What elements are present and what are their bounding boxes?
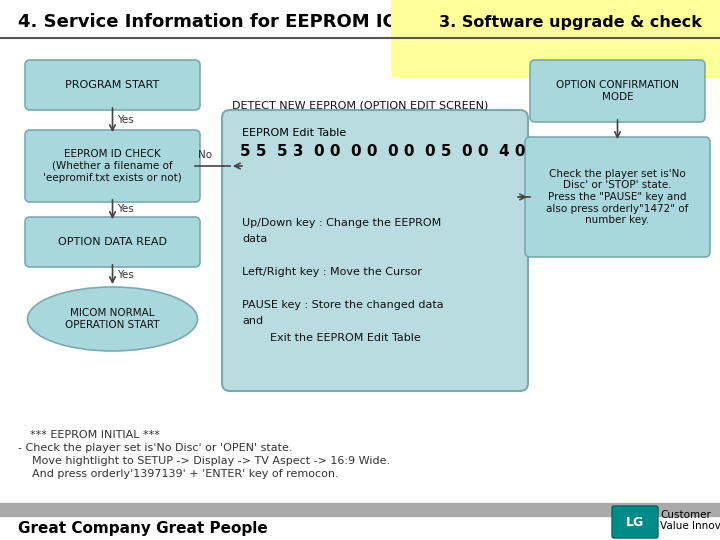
Text: Yes: Yes (117, 115, 134, 125)
FancyBboxPatch shape (25, 217, 200, 267)
Text: Customer: Customer (660, 510, 711, 520)
Text: Great Company Great People: Great Company Great People (18, 521, 268, 536)
Text: DETECT NEW EEPROM (OPTION EDIT SCREEN): DETECT NEW EEPROM (OPTION EDIT SCREEN) (232, 100, 488, 110)
Text: Move hightlight to SETUP -> Display -> TV Aspect -> 16:9 Wide.: Move hightlight to SETUP -> Display -> T… (18, 456, 390, 466)
Text: Yes: Yes (117, 205, 134, 214)
Text: OPTION CONFIRMATION
MODE: OPTION CONFIRMATION MODE (556, 80, 679, 102)
Ellipse shape (27, 287, 197, 351)
Text: 4. Service Information for EEPROM IC Setting: 4. Service Information for EEPROM IC Set… (18, 13, 476, 31)
Text: EEPROM Edit Table: EEPROM Edit Table (242, 128, 346, 138)
Text: MICOM NORMAL
OPERATION START: MICOM NORMAL OPERATION START (66, 308, 160, 330)
Text: OPTION DATA READ: OPTION DATA READ (58, 237, 167, 247)
FancyBboxPatch shape (530, 60, 705, 122)
Text: PROGRAM START: PROGRAM START (66, 80, 160, 90)
Text: No: No (198, 150, 212, 160)
Text: - Check the player set is'No Disc' or 'OPEN' state.: - Check the player set is'No Disc' or 'O… (18, 443, 292, 453)
FancyBboxPatch shape (25, 60, 200, 110)
Text: Check the player set is'No
Disc' or 'STOP' state.
Press the "PAUSE" key and
also: Check the player set is'No Disc' or 'STO… (546, 169, 689, 225)
Text: EEPROM ID CHECK
(Whether a filename of
'eepromif.txt exists or not): EEPROM ID CHECK (Whether a filename of '… (43, 150, 182, 183)
FancyBboxPatch shape (25, 130, 200, 202)
Text: Up/Down key : Change the EEPROM
data

Left/Right key : Move the Cursor

PAUSE ke: Up/Down key : Change the EEPROM data Lef… (242, 218, 444, 343)
FancyBboxPatch shape (612, 506, 658, 538)
Text: 3. Software upgrade & check: 3. Software upgrade & check (439, 15, 702, 30)
Text: Yes: Yes (117, 269, 134, 280)
Text: *** EEPROM INITIAL ***: *** EEPROM INITIAL *** (30, 430, 160, 440)
Text: Value Innovation: Value Innovation (660, 521, 720, 531)
Text: And press orderly'1397139' + 'ENTER' key of remocon.: And press orderly'1397139' + 'ENTER' key… (18, 469, 338, 479)
FancyBboxPatch shape (525, 137, 710, 257)
Text: LG: LG (626, 516, 644, 529)
Text: 5 5  5 3  0 0  0 0  0 0  0 5  0 0  4 0: 5 5 5 3 0 0 0 0 0 0 0 5 0 0 4 0 (240, 144, 526, 159)
FancyBboxPatch shape (222, 110, 528, 391)
